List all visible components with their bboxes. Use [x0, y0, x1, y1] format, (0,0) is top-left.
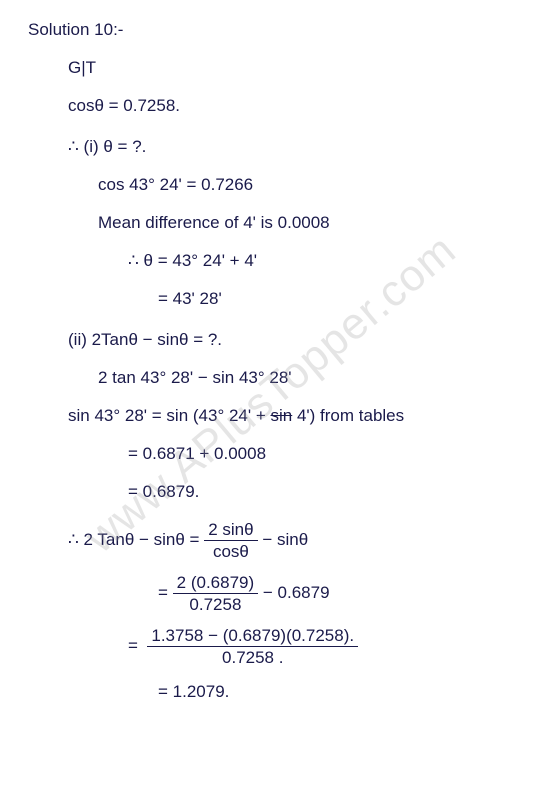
part-ii-line5-num: 2 sinθ [204, 521, 257, 541]
part-ii-line6-fraction: 2 (0.6879) 0.7258 [173, 574, 259, 613]
part-i-header: ∴ (i) θ = ?. [68, 135, 513, 159]
part-ii-line5-text: ∴ 2 Tanθ − sinθ = [68, 530, 204, 549]
given-equation: cosθ = 0.7258. [68, 94, 513, 118]
part-ii-line7-fraction: 1.3758 − (0.6879)(0.7258). 0.7258 . [147, 627, 358, 666]
part-ii-line2a: sin 43° 28' = sin (43° 24' + [68, 406, 271, 425]
part-ii-line1: 2 tan 43° 28' − sin 43° 28' [98, 366, 513, 390]
part-ii-line6b: − 0.6879 [263, 583, 330, 602]
part-ii-line5-den: cosθ [204, 541, 257, 560]
part-ii-line7-num: 1.3758 − (0.6879)(0.7258). [147, 627, 358, 647]
part-ii-line6: = 2 (0.6879) 0.7258 − 0.6879 [158, 574, 513, 613]
part-i-line3: ∴ θ = 43° 24' + 4' [128, 249, 513, 273]
part-ii-header: (ii) 2Tanθ − sinθ = ?. [68, 328, 513, 352]
part-ii-line4: = 0.6879. [128, 480, 513, 504]
part-i-line2: Mean difference of 4' is 0.0008 [98, 211, 513, 235]
part-i-line1: cos 43° 24' = 0.7266 [98, 173, 513, 197]
part-ii-line5-fraction: 2 sinθ cosθ [204, 521, 257, 560]
part-ii-line5: ∴ 2 Tanθ − sinθ = 2 sinθ cosθ − sinθ [68, 521, 513, 560]
solution-title: Solution 10:- [28, 18, 513, 42]
part-ii-line2-strike: sin [271, 406, 293, 425]
part-ii-line7-den: 0.7258 . [147, 647, 358, 666]
part-ii-line7: = 1.3758 − (0.6879)(0.7258). 0.7258 . [128, 627, 513, 666]
part-ii-line6-den: 0.7258 [173, 594, 259, 613]
part-i-line4: = 43' 28' [158, 287, 513, 311]
part-ii-line5b: − sinθ [262, 530, 308, 549]
watermark-text: www.APlusTopper.com [76, 225, 466, 563]
part-ii-line6-num: 2 (0.6879) [173, 574, 259, 594]
given-label: G|T [68, 56, 513, 80]
part-ii-line2c: 4') from tables [292, 406, 404, 425]
part-ii-line2: sin 43° 28' = sin (43° 24' + sin 4') fro… [68, 404, 513, 428]
part-ii-line3: = 0.6871 + 0.0008 [128, 442, 513, 466]
part-ii-line8: = 1.2079. [158, 680, 513, 704]
